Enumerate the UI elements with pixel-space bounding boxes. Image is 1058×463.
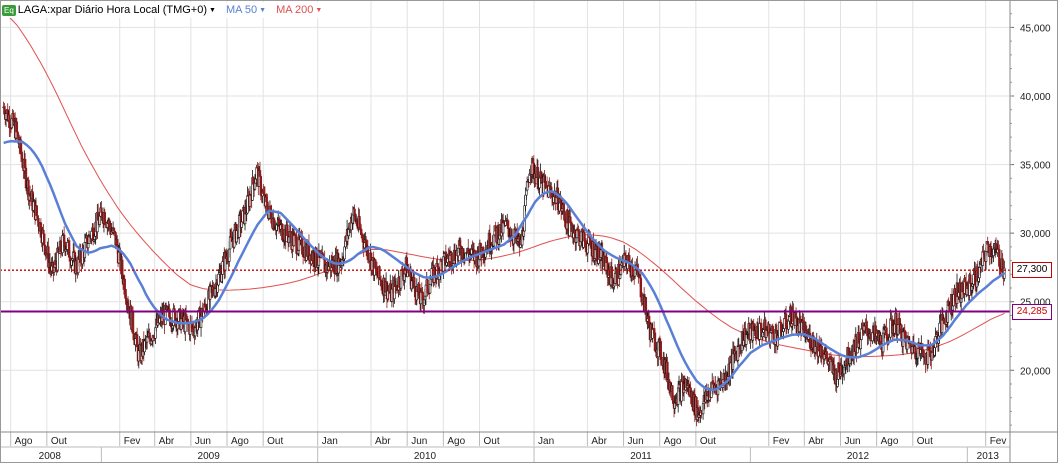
x-year-label: 2009 — [198, 451, 221, 462]
symbol-selector[interactable]: Eq LAGA:xpar Diário Hora Local (TMG+0) ▼ — [2, 4, 216, 16]
x-month-label: Out — [700, 436, 716, 447]
x-month-label: Ago — [664, 436, 682, 447]
candle-body — [217, 273, 220, 286]
x-year-label: 2013 — [977, 451, 1000, 462]
candle-body — [413, 277, 416, 287]
x-month-label: Ago — [447, 436, 465, 447]
candle-body — [103, 212, 106, 225]
ma50-line — [3, 139, 1006, 392]
support-level-tag: 24,285 — [1012, 303, 1052, 320]
y-tick-label: 45,000 — [1020, 23, 1051, 34]
x-month-label: Abr — [808, 436, 824, 447]
chevron-down-icon: ▼ — [315, 6, 323, 14]
candle-body — [522, 230, 526, 237]
ma200-label: MA 200 — [276, 4, 314, 16]
x-month-label: Abr — [159, 436, 175, 447]
last-price-tag: 27,300 — [1012, 262, 1052, 279]
y-tick-label: 30,000 — [1020, 229, 1051, 240]
x-month-label: Jun — [411, 436, 427, 447]
x-year-label: 2011 — [630, 451, 652, 462]
x-month-label: Abr — [591, 436, 607, 447]
candle-body — [859, 339, 862, 350]
x-month-label: Jun — [844, 436, 860, 447]
candle-body — [921, 349, 925, 357]
x-month-label: Jun — [628, 436, 644, 447]
y-tick-label: 20,000 — [1020, 366, 1051, 377]
candle-body — [506, 220, 510, 230]
candle-body — [131, 311, 135, 334]
ma200-line — [3, 11, 1005, 358]
ma50-layer — [3, 139, 1006, 392]
symbol-label: LAGA:xpar Diário Hora Local (TMG+0) — [17, 4, 207, 16]
chart-header: Eq LAGA:xpar Diário Hora Local (TMG+0) ▼… — [2, 2, 327, 18]
x-month-label: Jun — [195, 436, 211, 447]
candle-body — [378, 266, 381, 279]
x-year-label: 2008 — [39, 451, 62, 462]
candle-body — [35, 205, 38, 216]
x-month-label: Abr — [375, 436, 391, 447]
x-month-label: Jan — [538, 436, 554, 447]
candle-layer — [2, 101, 1006, 427]
ma200-legend[interactable]: MA 200 ▼ — [276, 4, 322, 16]
x-month-label: Jan — [322, 436, 338, 447]
candle-body — [15, 121, 19, 133]
candle-body — [631, 265, 634, 277]
y-tick-label: 40,000 — [1020, 92, 1051, 103]
candle-body — [794, 312, 798, 319]
candle-body — [825, 351, 828, 358]
candle-body — [240, 221, 243, 228]
ma200-layer — [3, 11, 1005, 358]
x-month-label: Out — [51, 436, 67, 447]
x-month-label: Out — [267, 436, 283, 447]
candle-body — [633, 269, 637, 277]
x-year-label: 2010 — [414, 451, 437, 462]
candle-body — [86, 243, 90, 249]
ma50-label: MA 50 — [225, 4, 258, 16]
candle-body — [43, 233, 46, 246]
x-month-label: Ago — [231, 436, 249, 447]
candle-body — [253, 182, 257, 190]
candle-body — [428, 283, 432, 294]
ma50-legend[interactable]: MA 50 ▼ — [226, 4, 266, 16]
x-month-label: Fev — [990, 436, 1007, 447]
x-month-label: Fev — [124, 436, 141, 447]
chevron-down-icon: ▼ — [259, 6, 267, 14]
horizontal-lines-layer — [0, 269, 1010, 313]
y-tick-label: 25,000 — [1020, 298, 1051, 309]
y-tick-label: 35,000 — [1020, 161, 1051, 172]
chevron-down-icon: ▼ — [209, 6, 216, 14]
x-year-label: 2012 — [847, 451, 870, 462]
x-month-label: Out — [917, 436, 933, 447]
candle-body — [784, 313, 788, 328]
x-month-label: Ago — [881, 436, 899, 447]
x-month-label: Out — [484, 436, 500, 447]
equity-icon: Eq — [2, 4, 16, 16]
x-month-label: Fev — [773, 436, 790, 447]
x-month-label: Ago — [15, 436, 33, 447]
